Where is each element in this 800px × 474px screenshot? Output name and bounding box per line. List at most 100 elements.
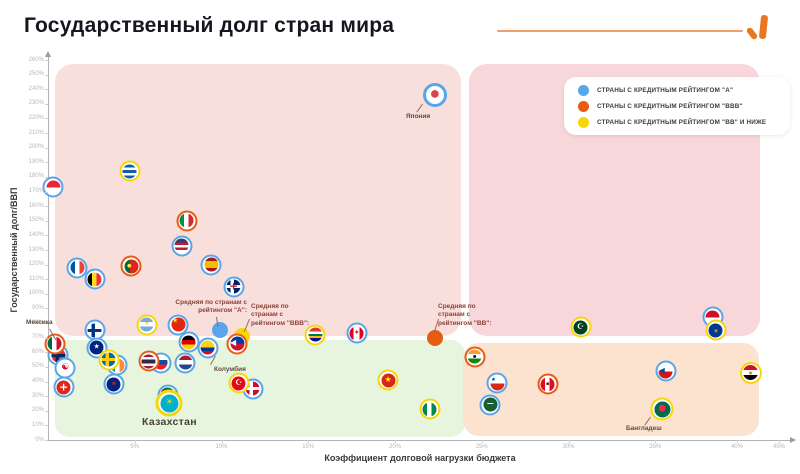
y-axis-line [48, 57, 49, 440]
flag-emblem: ★ [384, 374, 392, 384]
legend-label-bb: СТРАНЫ С КРЕДИТНЫМ РЕЙТИНГОМ "ВВ" И НИЖЕ [597, 118, 767, 126]
y-tick-label: 90% [31, 304, 44, 311]
marker-bangladesh: ● [650, 397, 674, 421]
flag-canada: ✶ [349, 326, 364, 341]
marker-kazakhstan: ☀ [155, 389, 183, 417]
y-tick-label: 100% [28, 290, 44, 297]
flag-japan: ● [427, 87, 443, 103]
label-japan: Япония [405, 113, 431, 120]
marker-canada: ✶ [346, 322, 368, 344]
y-tick-label: 180% [28, 173, 44, 180]
y-tick-mark [45, 308, 48, 310]
y-tick-label: 110% [29, 275, 44, 282]
flag-india: ● [467, 349, 482, 364]
x-tick-label: 5% [130, 444, 140, 450]
y-tick-label: 260% [28, 56, 44, 63]
annotation-avg-bbb: Средняя по странам с рейтингом "ВВВ": [251, 303, 310, 327]
x-axis-title: Коэффициент долговой нагрузки бюджета [324, 453, 516, 463]
legend-label-a: СТРАНЫ С КРЕДИТНЫМ РЕЙТИНГОМ "А" [597, 86, 734, 94]
flag-netherlands [178, 355, 193, 370]
x-tick-label: 35% [649, 444, 662, 450]
y-tick-label: 10% [31, 421, 44, 428]
y-tick-mark [45, 60, 48, 61]
flag-uk: + [226, 279, 241, 294]
flag-emblem: ☪ [235, 377, 243, 387]
legend-dot-bbb [578, 100, 589, 112]
y-tick-label: 130% [28, 246, 44, 253]
flag-denmark [245, 381, 260, 396]
y-tick-label: 80% [31, 319, 44, 326]
marker-usa [171, 235, 193, 257]
y-tick-mark [45, 118, 48, 120]
y-tick-mark [45, 162, 48, 164]
flag-new-zealand: ★ [106, 377, 121, 392]
flag-greece [122, 164, 137, 179]
marker-pakistan: ☪ [570, 316, 592, 338]
flag-turkey: ☪ [231, 376, 246, 390]
flag-portugal: ● [124, 259, 139, 274]
label-kazakhstan: Казахстан [142, 416, 197, 428]
flag-colombia [200, 340, 215, 355]
marker-argentina: ☀ [136, 314, 158, 336]
flag-emblem: ☪ [577, 322, 585, 332]
x-tick-mark [134, 440, 136, 443]
x-tick-mark [308, 440, 310, 443]
y-tick-label: 240% [28, 85, 44, 92]
y-tick-label: 160% [28, 202, 44, 209]
marker-italy [176, 210, 198, 232]
x-tick-mark [481, 440, 483, 443]
label-mexico: Мексика [26, 319, 53, 326]
flag-emblem: ★ [93, 343, 100, 352]
marker-philippines: ◀ [226, 333, 248, 355]
flag-kazakhstan: ☀ [160, 394, 179, 413]
annotation-avg-a: Средняя по странам с рейтингом "А": [175, 299, 247, 315]
x-tick-label: 45% [772, 444, 785, 450]
marker-sweden [98, 349, 120, 371]
x-tick-mark [221, 440, 223, 443]
flag-philippines: ◀ [230, 336, 245, 351]
y-tick-label: 220% [28, 114, 44, 121]
y-tick-label: 200% [28, 144, 44, 151]
marker-turkey: ☪ [228, 372, 250, 394]
marker-peru: ▪ [537, 373, 559, 395]
flag-vietnam: ★ [381, 373, 396, 388]
flag-pakistan: ☪ [573, 320, 588, 335]
y-tick-label: 230% [28, 100, 44, 107]
marker-india: ● [464, 346, 486, 368]
brand-divider-line [497, 30, 743, 32]
legend-item-rating-bb: СТРАНЫ С КРЕДИТНЫМ РЕЙТИНГОМ "ВВ" И НИЖЕ [578, 116, 790, 128]
y-tick-mark [45, 206, 48, 208]
y-tick-mark [45, 74, 48, 76]
marker-greece [119, 160, 141, 182]
x-tick-mark [737, 440, 738, 443]
y-tick-mark [45, 425, 48, 427]
marker-egypt: ● [739, 361, 762, 384]
marker-china: ★ [167, 314, 189, 336]
y-tick-label: 40% [31, 378, 44, 385]
y-tick-mark [45, 264, 48, 266]
page-title: Государственный долг стран мира [24, 14, 395, 37]
y-tick-label: 250% [28, 71, 44, 78]
y-tick-label: 30% [31, 392, 44, 399]
flag-emblem: ◀ [658, 365, 665, 375]
y-tick-mark [45, 410, 48, 412]
legend-item-rating-bbb: СТРАНЫ С КРЕДИТНЫМ РЕЙТИНГОМ "ВВВ" [578, 100, 790, 112]
flag-thailand [141, 354, 156, 369]
marker-nigeria [419, 398, 441, 420]
flag-singapore [46, 180, 61, 195]
marker-colombia [197, 337, 219, 359]
flag-china: ★ [171, 317, 186, 332]
flag-emblem: ● [748, 369, 753, 375]
zone-top-left [55, 64, 461, 336]
marker-czechia: ◀ [655, 360, 677, 382]
y-tick-label: 170% [28, 188, 44, 195]
marker-uk: + [223, 276, 245, 298]
y-tick-mark [45, 133, 48, 135]
flag-emblem: ● [430, 88, 440, 100]
zone-bottom-right [463, 343, 759, 436]
marker-singapore [42, 176, 64, 198]
y-tick-mark [45, 250, 48, 251]
marker-germany [178, 331, 200, 353]
